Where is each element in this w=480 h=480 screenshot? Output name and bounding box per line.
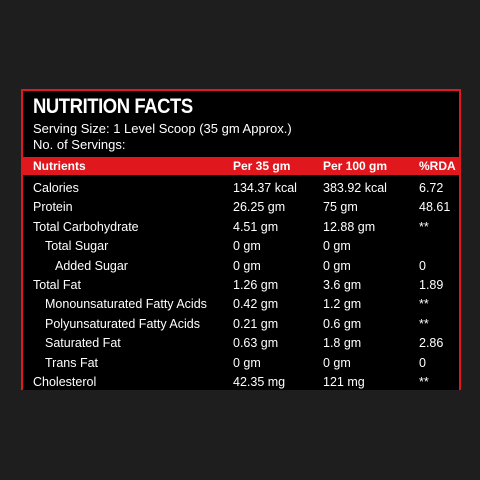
value-rda: 0 bbox=[419, 355, 426, 370]
value-rda: ** bbox=[419, 316, 429, 331]
value-per-100gm: 1.2 gm bbox=[323, 297, 362, 312]
page-title: NUTRITION FACTS bbox=[33, 95, 193, 118]
value-rda: 48.61 bbox=[419, 200, 451, 215]
nutrition-facts-panel: NUTRITION FACTS Serving Size: 1 Level Sc… bbox=[21, 89, 461, 390]
nutrient-table-body: Calories 134.37 kcal 383.92 kcal 6.72 Protei… bbox=[23, 177, 459, 390]
value-per-35gm: 0.21 gm bbox=[233, 316, 279, 331]
table-row: Cholesterol 42.35 mg 121 mg ** bbox=[23, 371, 459, 390]
header-per-35gm: Per 35 gm bbox=[233, 159, 291, 173]
nutrient-name: Calories bbox=[33, 181, 79, 195]
nutrient-name: Monounsaturated Fatty Acids bbox=[45, 297, 207, 312]
value-rda: 1.89 bbox=[419, 277, 444, 292]
serving-size-text: Serving Size: 1 Level Scoop (35 gm Appro… bbox=[33, 121, 292, 136]
value-per-35gm: 0 gm bbox=[233, 239, 261, 254]
nutrient-name: Trans Fat bbox=[45, 355, 99, 370]
header-rda: %RDA bbox=[419, 159, 456, 173]
header-nutrients: Nutrients bbox=[33, 159, 86, 173]
value-per-35gm: 0 gm bbox=[233, 355, 261, 370]
table-row: Total Carbohydrate 4.51 gm 12.88 gm ** bbox=[23, 216, 459, 235]
table-header: Nutrients Per 35 gm Per 100 gm %RDA bbox=[23, 157, 459, 175]
value-rda: ** bbox=[419, 374, 429, 389]
value-per-35gm: 42.35 mg bbox=[233, 374, 286, 389]
value-per-100gm: 75 gm bbox=[323, 200, 358, 215]
table-row: Total Sugar 0 gm 0 gm bbox=[23, 235, 459, 254]
nutrient-name: Polyunsaturated Fatty Acids bbox=[45, 316, 200, 331]
value-per-35gm: 4.51 gm bbox=[233, 219, 279, 234]
nutrient-name: Added Sugar bbox=[55, 258, 128, 273]
table-row: Calories 134.37 kcal 383.92 kcal 6.72 bbox=[23, 177, 459, 196]
nutrient-name: Protein bbox=[33, 200, 73, 215]
value-rda: 0 bbox=[419, 258, 426, 273]
value-per-100gm: 0.6 gm bbox=[323, 316, 362, 331]
value-per-100gm: 0 gm bbox=[323, 239, 351, 254]
table-row: Monounsaturated Fatty Acids 0.42 gm 1.2 gm… bbox=[23, 293, 459, 312]
value-per-35gm: 134.37 kcal bbox=[233, 181, 297, 195]
servings-count-text: No. of Servings: bbox=[33, 137, 126, 152]
nutrient-name: Cholesterol bbox=[33, 374, 97, 389]
nutrient-name: Saturated Fat bbox=[45, 336, 121, 351]
table-row: Polyunsaturated Fatty Acids 0.21 gm 0.6 gm… bbox=[23, 313, 459, 332]
value-per-100gm: 0 gm bbox=[323, 258, 351, 273]
value-per-35gm: 0 gm bbox=[233, 258, 261, 273]
value-per-35gm: 26.25 gm bbox=[233, 200, 286, 215]
header-per-100gm: Per 100 gm bbox=[323, 159, 388, 173]
value-rda: 6.72 bbox=[419, 181, 444, 195]
value-per-100gm: 12.88 gm bbox=[323, 219, 376, 234]
value-rda: ** bbox=[419, 219, 429, 234]
value-per-100gm: 121 mg bbox=[323, 374, 365, 389]
table-row: Saturated Fat 0.63 gm 1.8 gm 2.86 bbox=[23, 332, 459, 351]
value-per-100gm: 3.6 gm bbox=[323, 277, 362, 292]
value-per-35gm: 0.63 gm bbox=[233, 336, 279, 351]
nutrient-name: Total Fat bbox=[33, 277, 81, 292]
value-per-100gm: 0 gm bbox=[323, 355, 351, 370]
value-rda: 2.86 bbox=[419, 336, 444, 351]
table-row: Protein 26.25 gm 75 gm 48.61 bbox=[23, 196, 459, 215]
value-per-35gm: 0.42 gm bbox=[233, 297, 279, 312]
table-row: Trans Fat 0 gm 0 gm 0 bbox=[23, 352, 459, 371]
value-per-100gm: 1.8 gm bbox=[323, 336, 362, 351]
nutrient-name: Total Carbohydrate bbox=[33, 219, 139, 234]
value-per-100gm: 383.92 kcal bbox=[323, 181, 387, 195]
value-rda: ** bbox=[419, 297, 429, 312]
table-row: Added Sugar 0 gm 0 gm 0 bbox=[23, 255, 459, 274]
value-per-35gm: 1.26 gm bbox=[233, 277, 279, 292]
table-row: Total Fat 1.26 gm 3.6 gm 1.89 bbox=[23, 274, 459, 293]
nutrient-name: Total Sugar bbox=[45, 239, 109, 254]
